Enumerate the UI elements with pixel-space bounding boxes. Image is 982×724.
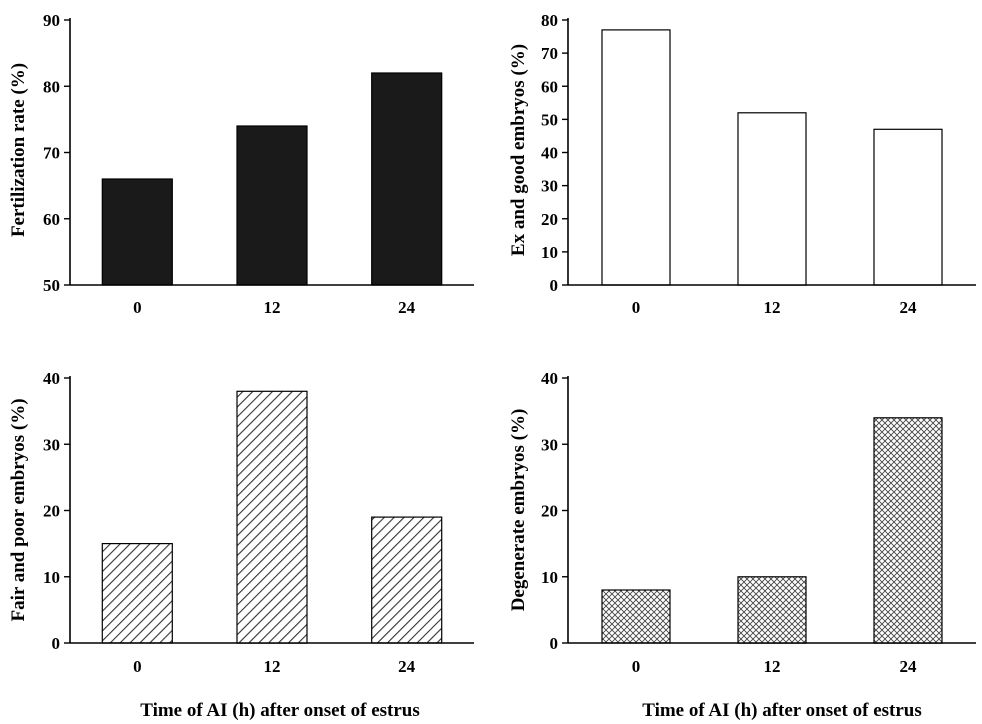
panel-2-xlabel: Time of AI (h) after onset of estrus <box>140 700 420 721</box>
panel-1-bar-12 <box>737 112 807 286</box>
panel-3-xtick-label-12: 12 <box>764 657 781 676</box>
panel-2-yticks: 0 10 20 30 40 <box>43 369 70 653</box>
panel-0-bar-0 <box>101 178 173 286</box>
panel-2-bar-12 <box>236 390 308 644</box>
panel-3-xtick-label-24: 24 <box>900 657 918 676</box>
panel-1-xtick-label-0: 0 <box>632 298 641 317</box>
panel-1-bar-0 <box>601 29 671 286</box>
panel-3-ytick-label-10: 10 <box>541 568 558 587</box>
panel-2-ytick-label-20: 20 <box>43 502 60 521</box>
panel-3-ytick-label-40: 40 <box>541 369 558 388</box>
panel-0-ytick-label-80: 80 <box>43 77 60 96</box>
panel-0-xtick-label-12: 12 <box>264 298 281 317</box>
panel-0-ytick-label-60: 60 <box>43 210 60 229</box>
panel-2-xtick-label-12: 12 <box>264 657 281 676</box>
panel-2-bar-0 <box>101 542 173 644</box>
panel-3-xtick-label-0: 0 <box>632 657 641 676</box>
panel-0-yticks: 50 60 70 80 90 <box>43 11 70 295</box>
panel-2-bar-24 <box>371 516 443 644</box>
panel-2-xtick-label-0: 0 <box>133 657 142 676</box>
panel-1-ytick-label-0: 0 <box>550 276 559 295</box>
panel-3-xlabel: Time of AI (h) after onset of estrus <box>642 700 922 721</box>
panel-2-ylabel: Fair and poor embryos (%) <box>8 398 29 621</box>
panel-3-ytick-label-20: 20 <box>541 502 558 521</box>
panel-fair-poor-embryos: 0 10 20 30 40 0 12 24 Fair and poor embryos (%… <box>8 369 474 721</box>
panel-3-bar-12 <box>737 576 807 644</box>
panel-0-ytick-label-90: 90 <box>43 11 60 30</box>
panel-0-xtick-label-24: 24 <box>398 298 416 317</box>
panel-2-ytick-label-40: 40 <box>43 369 60 388</box>
panel-1-axes <box>567 18 976 286</box>
panel-3-yticks: 0 10 20 30 40 <box>541 369 568 653</box>
panel-1-ytick-label-40: 40 <box>541 144 558 163</box>
panel-3-bar-0 <box>601 589 671 644</box>
panel-0-xticks: 0 12 24 <box>133 298 416 317</box>
panel-2-ytick-label-30: 30 <box>43 435 60 454</box>
panel-1-bar-24 <box>873 128 943 286</box>
panel-3-ytick-label-0: 0 <box>550 634 559 653</box>
panel-1-ytick-label-80: 80 <box>541 11 558 30</box>
panel-1-xticks: 0 12 24 <box>632 298 917 317</box>
panel-0-axes <box>69 18 474 286</box>
panel-2-ytick-label-0: 0 <box>52 634 61 653</box>
panel-0-ytick-label-50: 50 <box>43 276 60 295</box>
panel-0-ylabel: Fertilization rate (%) <box>8 63 29 237</box>
panel-fertilization-rate: 50 60 70 80 90 0 12 24 Fertilization rate (%) <box>8 11 474 317</box>
panel-1-ytick-label-30: 30 <box>541 177 558 196</box>
panel-2-axes <box>69 376 474 644</box>
panel-1-ylabel: Ex and good embryos (%) <box>508 44 529 256</box>
panel-0-xtick-label-0: 0 <box>133 298 142 317</box>
panel-1-xtick-label-24: 24 <box>900 298 918 317</box>
panel-3-xticks: 0 12 24 <box>632 657 917 676</box>
panel-degenerate-embryos: 0 10 20 30 40 0 12 24 Degenerate embryos (%) T… <box>508 369 976 721</box>
panel-3-ylabel: Degenerate embryos (%) <box>508 409 529 612</box>
panel-1-bars <box>601 29 943 286</box>
panel-3-bar-24 <box>873 417 943 644</box>
panel-0-bars <box>101 72 443 286</box>
panel-1-ytick-label-50: 50 <box>541 110 558 129</box>
panel-3-ytick-label-30: 30 <box>541 435 558 454</box>
panel-2-xticks: 0 12 24 <box>133 657 416 676</box>
panel-0-bar-24 <box>371 72 443 286</box>
panel-1-xtick-label-12: 12 <box>764 298 781 317</box>
panel-2-bars <box>101 390 443 644</box>
panel-1-ytick-label-60: 60 <box>541 77 558 96</box>
panel-3-axes <box>567 376 976 644</box>
panel-1-yticks: 0 10 20 30 40 50 60 70 80 <box>541 11 568 295</box>
panel-3-bars <box>601 417 943 644</box>
panel-1-ytick-label-20: 20 <box>541 210 558 229</box>
panel-1-ytick-label-70: 70 <box>541 44 558 63</box>
panel-2-xtick-label-24: 24 <box>398 657 416 676</box>
panel-1-ytick-label-10: 10 <box>541 243 558 262</box>
panel-0-ytick-label-70: 70 <box>43 144 60 163</box>
panel-0-bar-12 <box>236 125 308 286</box>
panel-2-ytick-label-10: 10 <box>43 568 60 587</box>
panel-ex-good-embryos: 0 10 20 30 40 50 60 70 80 0 12 24 Ex and good embr… <box>508 11 976 317</box>
